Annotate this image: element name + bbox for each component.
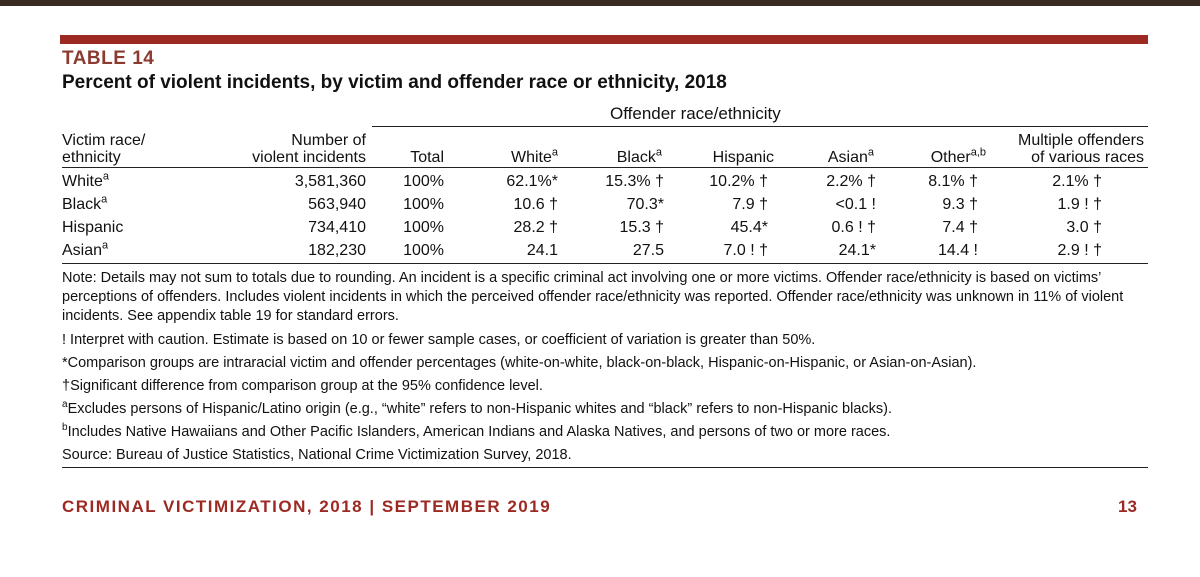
col-header-other: Othera,b bbox=[930, 146, 986, 166]
source-note: Source: Bureau of Justice Statistics, Na… bbox=[62, 447, 572, 463]
cell-total: 100% bbox=[403, 242, 444, 259]
table-note: Note: Details may not sum to totals due … bbox=[62, 270, 1124, 324]
cell-white: 28.2 † bbox=[513, 219, 558, 236]
cell-black: 15.3 † bbox=[619, 219, 664, 236]
cell-hispanic: 10.2% † bbox=[709, 173, 768, 190]
page-number: 13 bbox=[1118, 497, 1137, 516]
top-strip bbox=[0, 0, 1200, 6]
header-rule bbox=[62, 167, 1148, 168]
cell-total: 100% bbox=[403, 173, 444, 190]
publication-footer: CRIMINAL VICTIMIZATION, 2018 | SEPTEMBER… bbox=[62, 497, 552, 516]
cell-black: 70.3* bbox=[626, 196, 664, 213]
cell-asian: <0.1 ! bbox=[835, 196, 876, 213]
col-header-number: Number of violent incidents bbox=[252, 132, 366, 166]
cell-white: 24.1 bbox=[526, 242, 558, 259]
footnote-b: bIncludes Native Hawaiians and Other Pac… bbox=[62, 422, 891, 440]
cell-number: 3,581,360 bbox=[294, 173, 366, 190]
cell-white: 10.6 † bbox=[513, 196, 558, 213]
cell-number: 734,410 bbox=[308, 219, 366, 236]
col-header-asian: Asiana bbox=[827, 146, 874, 166]
cell-asian: 2.2% † bbox=[826, 173, 876, 190]
cell-victim: Blacka bbox=[62, 193, 108, 213]
cell-asian: 0.6 ! † bbox=[831, 219, 876, 236]
significance-note: †Significant difference from comparison … bbox=[62, 378, 543, 394]
table-row: Asiana 182,230 100% 24.1 27.5 7.0 ! † 24… bbox=[0, 240, 1200, 262]
table-row: Blacka 563,940 100% 10.6 † 70.3* 7.9 † <… bbox=[0, 194, 1200, 216]
offender-group-header: Offender race/ethnicity bbox=[610, 104, 781, 123]
table-row: Hispanic 734,410 100% 28.2 † 15.3 † 45.4… bbox=[0, 217, 1200, 239]
title-rule bbox=[60, 35, 1148, 44]
cell-total: 100% bbox=[403, 196, 444, 213]
cell-multiple: 2.1% † bbox=[1052, 173, 1102, 190]
cell-victim: Asiana bbox=[62, 239, 109, 259]
cell-hispanic: 7.9 † bbox=[732, 196, 768, 213]
cell-black: 15.3% † bbox=[605, 173, 664, 190]
col-header-victim: Victim race/ ethnicity bbox=[62, 132, 146, 166]
cell-other: 14.4 ! bbox=[937, 242, 978, 259]
cell-total: 100% bbox=[403, 219, 444, 236]
cell-hispanic: 45.4* bbox=[730, 219, 768, 236]
cell-black: 27.5 bbox=[632, 242, 664, 259]
cell-multiple: 1.9 ! † bbox=[1057, 196, 1102, 213]
offender-group-rule bbox=[372, 126, 1148, 127]
notes-bottom-rule bbox=[62, 467, 1148, 468]
col-header-multiple: Multiple offenders of various races bbox=[1018, 132, 1144, 166]
caution-note: ! Interpret with caution. Estimate is ba… bbox=[62, 332, 816, 348]
cell-hispanic: 7.0 ! † bbox=[723, 242, 768, 259]
cell-other: 7.4 † bbox=[942, 219, 978, 236]
col-header-hispanic: Hispanic bbox=[712, 149, 774, 166]
cell-number: 182,230 bbox=[308, 242, 366, 259]
cell-multiple: 3.0 † bbox=[1066, 219, 1102, 236]
footnote-a: aExcludes persons of Hispanic/Latino ori… bbox=[62, 399, 893, 417]
cell-other: 9.3 † bbox=[942, 196, 978, 213]
table-bottom-rule bbox=[62, 263, 1148, 264]
col-header-white: Whitea bbox=[510, 146, 558, 166]
col-header-black: Blacka bbox=[616, 146, 662, 166]
cell-asian: 24.1* bbox=[838, 242, 876, 259]
cell-white: 62.1%* bbox=[506, 173, 558, 190]
col-header-total: Total bbox=[410, 149, 444, 166]
cell-multiple: 2.9 ! † bbox=[1057, 242, 1102, 259]
table-title: Percent of violent incidents, by victim … bbox=[62, 72, 727, 93]
cell-victim: Whitea bbox=[62, 170, 110, 190]
cell-victim: Hispanic bbox=[62, 219, 124, 236]
cell-other: 8.1% † bbox=[928, 173, 978, 190]
table-label: TABLE 14 bbox=[62, 48, 155, 69]
table-row: Whitea 3,581,360 100% 62.1%* 15.3% † 10.… bbox=[0, 171, 1200, 193]
cell-number: 563,940 bbox=[308, 196, 366, 213]
comparison-note: *Comparison groups are intraracial victi… bbox=[62, 355, 977, 371]
